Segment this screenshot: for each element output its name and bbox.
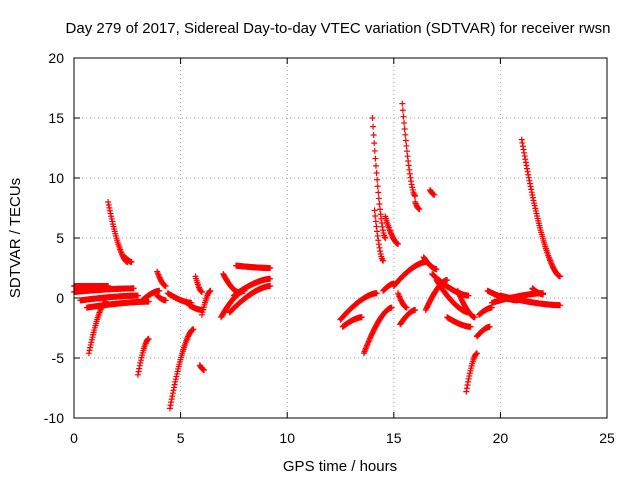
data-point (198, 311, 205, 318)
data-point (444, 277, 451, 283)
data-point (372, 213, 379, 220)
data-point (473, 350, 480, 357)
data-point (372, 218, 379, 225)
data-point (377, 248, 384, 255)
x-axis-title: GPS time / hours (283, 458, 397, 475)
data-point (403, 304, 410, 311)
plot-frame (73, 57, 608, 419)
y-tick-label: 5 (56, 230, 64, 246)
data-point (373, 290, 380, 297)
data-point (400, 113, 407, 120)
y-tick-label: 20 (48, 50, 64, 66)
data-point (486, 323, 493, 330)
data-point (402, 131, 409, 138)
x-tick-label: 20 (493, 430, 509, 446)
data-point (412, 307, 419, 313)
data-point (198, 289, 205, 295)
data-point (374, 183, 381, 190)
data-point (267, 283, 274, 289)
data-point (267, 265, 274, 271)
data-point (162, 283, 169, 289)
data-point (402, 137, 409, 144)
chart-title: Day 279 of 2017, Sidereal Day-to-day VTE… (66, 20, 611, 37)
data-point (376, 201, 383, 208)
data-point (379, 257, 386, 264)
data-point (540, 291, 547, 298)
data-point (370, 131, 377, 138)
data-point (372, 162, 379, 169)
data-point (403, 148, 410, 155)
data-point (375, 195, 382, 202)
grid (74, 58, 607, 418)
data-point (431, 191, 438, 198)
data-point (162, 297, 169, 304)
data-point (415, 205, 422, 212)
data-point (358, 314, 365, 321)
data-point (206, 288, 213, 295)
data-point (373, 223, 380, 230)
data-point (416, 206, 423, 213)
data-point (145, 298, 152, 305)
data-point (201, 367, 208, 373)
x-tick-label: 0 (70, 430, 78, 446)
data-point (376, 244, 383, 251)
data-point (156, 287, 163, 294)
data-point (375, 189, 382, 196)
data-point (465, 292, 472, 299)
y-tick-label: -5 (52, 350, 65, 366)
data-point (471, 314, 478, 321)
x-tick-label: 25 (599, 430, 615, 446)
data-point (374, 232, 381, 239)
data-point (372, 155, 379, 162)
y-tick-label: -10 (44, 410, 64, 426)
data-point (374, 176, 381, 183)
data-points (71, 100, 564, 412)
data-point (467, 323, 474, 330)
data-point (130, 285, 137, 292)
data-point (395, 241, 402, 247)
data-point (399, 107, 406, 114)
data-point (370, 123, 377, 130)
data-point (401, 125, 408, 132)
x-tick-label: 5 (177, 430, 185, 446)
data-point (382, 235, 389, 241)
data-point (371, 147, 378, 154)
y-axis-title: SDTVAR / TECUs (7, 178, 24, 298)
data-point (371, 140, 378, 147)
data-point (403, 142, 410, 149)
data-point (557, 302, 564, 309)
data-point (412, 193, 419, 199)
data-point (388, 304, 395, 311)
data-point (107, 210, 114, 217)
data-point (128, 259, 135, 265)
data-point (401, 119, 408, 126)
x-tick-label: 10 (279, 430, 295, 446)
y-tick-label: 0 (56, 290, 64, 306)
data-point (134, 292, 141, 299)
data-point (207, 287, 214, 294)
data-point (374, 228, 381, 235)
data-point (399, 100, 406, 107)
y-tick-label: 15 (48, 110, 64, 126)
data-point (190, 326, 197, 333)
data-point (369, 115, 376, 121)
data-point (380, 257, 387, 264)
data-point (102, 298, 109, 305)
data-point (433, 266, 440, 273)
x-tick-label: 15 (386, 430, 402, 446)
data-point (267, 275, 274, 282)
y-tick-label: 10 (48, 170, 64, 186)
data-point (373, 169, 380, 176)
data-point (371, 207, 378, 214)
data-point (375, 237, 382, 244)
axis-ticks: 0 5 10 15 20 25 -10 -5 0 5 10 15 20 (44, 50, 615, 446)
data-point (375, 241, 382, 248)
data-point (155, 273, 162, 280)
data-point (396, 294, 403, 301)
data-point (145, 335, 152, 342)
data-point (557, 273, 564, 280)
